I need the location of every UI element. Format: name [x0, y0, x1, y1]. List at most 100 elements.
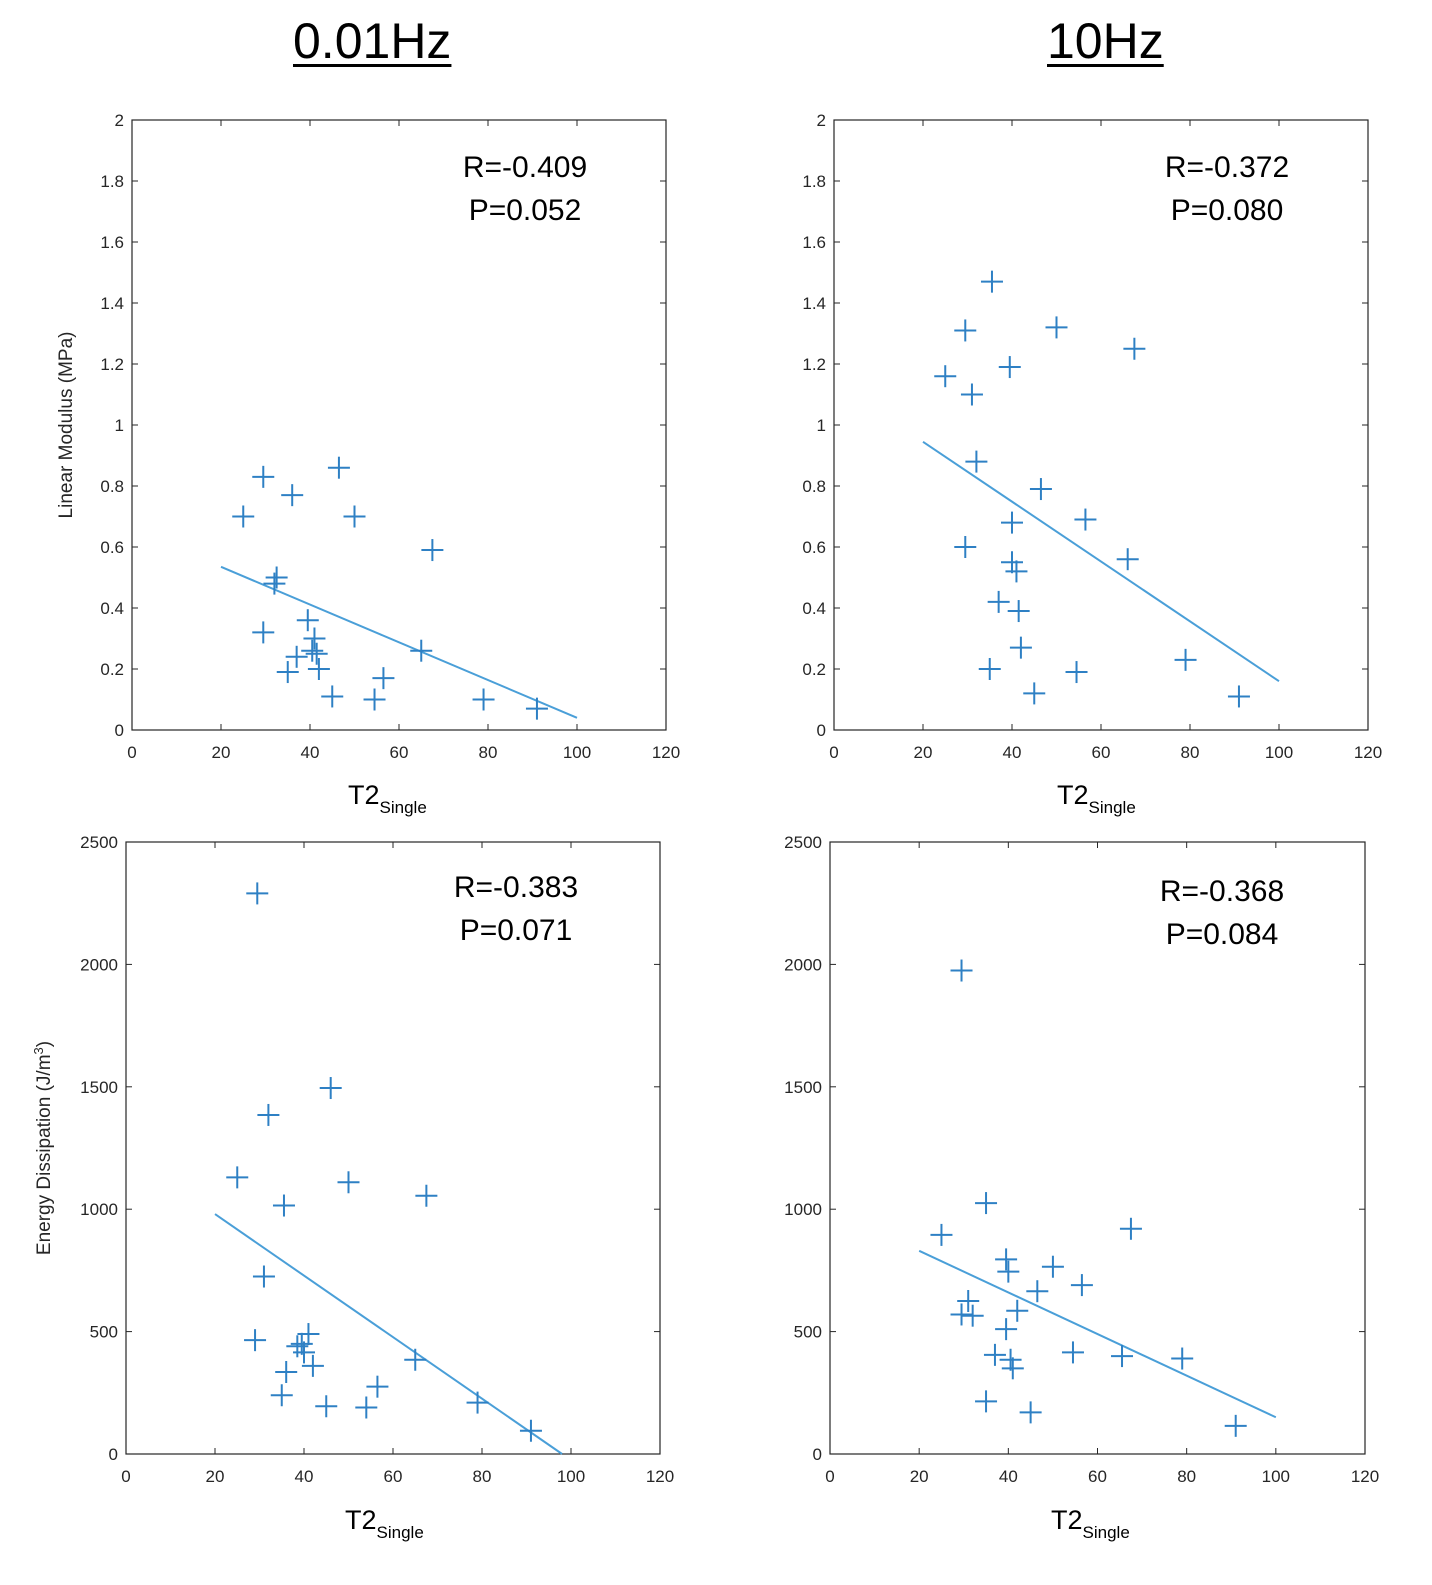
data-point: [321, 685, 344, 708]
y-tick-label: 1.8: [802, 172, 826, 191]
x-tick-label: 0: [127, 743, 136, 762]
regression-line: [214, 1213, 563, 1455]
y-tick-label: 500: [794, 1323, 822, 1342]
y-tick-label: 0.4: [100, 599, 124, 618]
data-point: [252, 621, 275, 644]
data-point: [525, 697, 548, 720]
y-tick-label: 1.2: [100, 355, 124, 374]
y-tick-label: 1.6: [100, 233, 124, 252]
data-point: [950, 959, 973, 982]
y-tick-label: 0.2: [802, 660, 826, 679]
x-tick-label: 80: [479, 743, 498, 762]
data-point: [978, 658, 1001, 680]
data-point: [1224, 1414, 1247, 1437]
y-tick-label: 2: [817, 111, 826, 130]
data-point: [303, 627, 326, 650]
p-value: P=0.071: [459, 914, 573, 947]
data-point: [954, 319, 977, 342]
data-point: [995, 1248, 1018, 1271]
x-tick-label: 80: [1177, 1467, 1196, 1486]
data-point: [1065, 661, 1088, 684]
data-point: [1026, 1280, 1049, 1303]
x-tick-label: 60: [1092, 743, 1111, 762]
y-tick-label: 2: [115, 111, 124, 130]
y-tick-label: 0: [109, 1445, 118, 1464]
data-point: [244, 1329, 267, 1352]
x-axis-label: T2Single: [348, 780, 427, 817]
data-point: [1007, 600, 1030, 623]
data-point: [975, 1192, 998, 1215]
data-point: [1074, 508, 1097, 531]
data-point: [983, 1343, 1006, 1366]
x-tick-label: 100: [563, 743, 591, 762]
x-tick-label: 0: [121, 1467, 130, 1486]
data-point: [286, 1335, 309, 1358]
column-title-right: 10Hz: [1047, 13, 1164, 69]
data-point: [272, 1194, 295, 1217]
r-value: R=-0.368: [1159, 875, 1285, 908]
data-point: [997, 1260, 1020, 1283]
y-tick-label: 2000: [80, 955, 118, 974]
x-tick-label: 80: [1181, 743, 1200, 762]
data-point: [1061, 1341, 1084, 1364]
data-point: [263, 572, 286, 595]
x-tick-label: 100: [1262, 1467, 1290, 1486]
data-point: [1070, 1274, 1093, 1297]
data-point: [934, 365, 957, 388]
data-point: [1111, 1345, 1134, 1368]
data-point: [1029, 478, 1052, 501]
data-point: [1001, 511, 1023, 534]
x-tick-label: 120: [652, 743, 680, 762]
y-tick-label: 0.6: [100, 538, 124, 557]
x-tick-label: 100: [557, 1467, 585, 1486]
x-tick-label: 40: [301, 743, 320, 762]
r-value: R=-0.383: [453, 871, 579, 904]
chart-linear-modulus-10hz: 0 20 40 60 80 100 120 0 0.2 0.4 0.6 0.8 1 1.2 1.4 1.6 1.…: [802, 111, 1382, 817]
stats-annotation: R=-0.368 P=0.084: [1142, 870, 1302, 956]
data-point: [305, 642, 328, 665]
x-tick-label: 60: [390, 743, 409, 762]
data-point: [275, 1360, 298, 1383]
y-tick-label: 2500: [80, 833, 118, 852]
data-point: [257, 1103, 280, 1126]
data-point: [957, 1290, 980, 1312]
data-point: [1001, 551, 1023, 574]
data-point: [1019, 1401, 1042, 1424]
y-tick-label: 0: [817, 721, 826, 740]
data-point: [252, 465, 275, 488]
r-value: R=-0.372: [1164, 151, 1290, 184]
data-point: [999, 1348, 1022, 1371]
data-point: [1171, 1347, 1194, 1370]
data-point: [232, 505, 255, 528]
data-point: [337, 1171, 360, 1194]
data-point: [975, 1390, 998, 1413]
data-point: [355, 1396, 378, 1419]
data-point: [1045, 316, 1068, 339]
x-tick-label: 0: [829, 743, 838, 762]
x-tick-label: 20: [212, 743, 231, 762]
y-tick-label: 1500: [80, 1078, 118, 1097]
data-point: [301, 639, 324, 662]
stats-annotation: R=-0.383 P=0.071: [436, 866, 596, 952]
regression-line: [922, 440, 1280, 683]
data-point: [1119, 1217, 1142, 1240]
stats-annotation: R=-0.409 P=0.052: [445, 146, 605, 232]
y-tick-label: 0.4: [802, 599, 826, 618]
data-point: [1023, 682, 1046, 705]
x-tick-label: 60: [1088, 1467, 1107, 1486]
regression-line: [220, 565, 578, 719]
data-point: [472, 688, 495, 711]
data-point: [1005, 560, 1028, 583]
column-title-left: 0.01Hz: [293, 13, 452, 69]
data-point: [1009, 636, 1032, 659]
p-value: P=0.084: [1165, 918, 1279, 951]
data-point: [1001, 1357, 1024, 1380]
r-value: R=-0.409: [462, 151, 588, 184]
data-point: [987, 590, 1010, 613]
data-point: [319, 1077, 342, 1100]
chart-energy-dissipation-0.01hz: 0 20 40 60 80 100 120 0 500 1000 1500 2000 2500 Energ…: [31, 833, 674, 1542]
x-tick-label: 120: [646, 1467, 674, 1486]
x-tick-label: 120: [1351, 1467, 1379, 1486]
data-point: [961, 1304, 984, 1327]
